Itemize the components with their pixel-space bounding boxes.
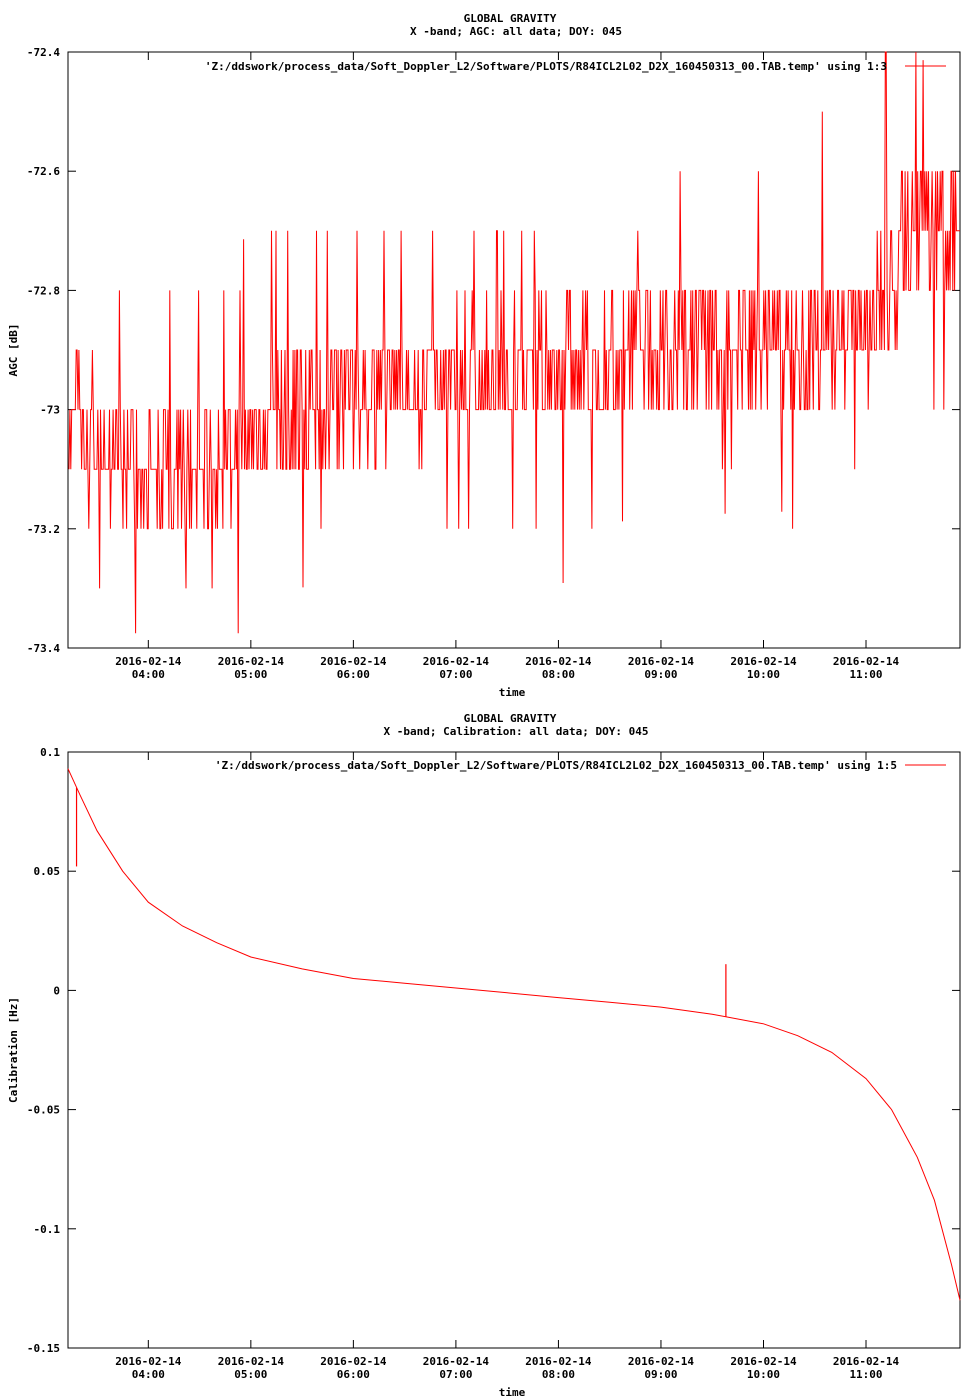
agc-x-tick-time: 09:00 [644, 668, 677, 681]
agc-x-axis-label: time [499, 686, 526, 699]
calibration-x-tick-time: 06:00 [337, 1368, 370, 1381]
calibration-series [67, 768, 961, 1301]
calibration-x-ticks: 2016-02-1404:002016-02-1405:002016-02-14… [115, 752, 900, 1381]
agc-chart-subtitle: X -band; AGC: all data; DOY: 045 [410, 25, 622, 38]
agc-y-tick-label: -72.8 [27, 284, 60, 297]
calibration-y-tick-label: 0.1 [40, 746, 60, 759]
calibration-x-axis-label: time [499, 1386, 526, 1399]
calibration-x-tick-date: 2016-02-14 [115, 1355, 182, 1368]
agc-x-tick-date: 2016-02-14 [525, 655, 592, 668]
agc-chart-title: GLOBAL GRAVITY [464, 12, 557, 25]
agc-x-tick-date: 2016-02-14 [833, 655, 900, 668]
calibration-series-line [67, 768, 961, 1301]
calibration-chart-title: GLOBAL GRAVITY [464, 712, 557, 725]
calibration-x-tick-time: 08:00 [542, 1368, 575, 1381]
agc-y-tick-label: -73 [40, 404, 60, 417]
agc-x-tick-time: 06:00 [337, 668, 370, 681]
calibration-y-tick-label: -0.15 [27, 1342, 60, 1355]
calibration-x-tick-time: 10:00 [747, 1368, 780, 1381]
calibration-y-tick-label: -0.1 [34, 1223, 61, 1236]
agc-y-axis-label: AGC [dB] [7, 324, 20, 377]
agc-chart: GLOBAL GRAVITY X -band; AGC: all data; D… [7, 12, 961, 699]
calibration-y-tick-label: -0.05 [27, 1104, 60, 1117]
calibration-x-tick-date: 2016-02-14 [320, 1355, 387, 1368]
calibration-x-tick-time: 07:00 [439, 1368, 472, 1381]
calibration-x-tick-date: 2016-02-14 [525, 1355, 592, 1368]
agc-x-tick-date: 2016-02-14 [218, 655, 285, 668]
calibration-x-tick-date: 2016-02-14 [628, 1355, 695, 1368]
agc-x-tick-time: 07:00 [439, 668, 472, 681]
agc-x-tick-time: 10:00 [747, 668, 780, 681]
calibration-y-tick-label: 0 [53, 984, 60, 997]
calibration-y-tick-label: 0.05 [34, 865, 61, 878]
calibration-plot-frame [67, 751, 961, 1349]
agc-x-tick-date: 2016-02-14 [423, 655, 490, 668]
agc-y-tick-label: -72.6 [27, 165, 60, 178]
calibration-legend-text: 'Z:/ddswork/process_data/Soft_Doppler_L2… [215, 759, 897, 772]
agc-legend-text: 'Z:/ddswork/process_data/Soft_Doppler_L2… [205, 60, 887, 73]
agc-x-tick-date: 2016-02-14 [115, 655, 182, 668]
agc-y-tick-label: -73.2 [27, 523, 60, 536]
agc-series-line [68, 51, 960, 634]
calibration-x-tick-date: 2016-02-14 [218, 1355, 285, 1368]
calibration-x-tick-time: 11:00 [849, 1368, 882, 1381]
calibration-y-ticks: 0.1 0.05 0 -0.05 -0.1 -0.15 [27, 746, 960, 1355]
agc-y-ticks: -72.4 -72.6 -72.8 -73 -73.2 -73.4 [27, 46, 960, 655]
calibration-x-tick-time: 04:00 [132, 1368, 165, 1381]
agc-plot-frame [67, 51, 961, 649]
agc-y-tick-label: -73.4 [27, 642, 60, 655]
calibration-y-axis-label: Calibration [Hz] [7, 997, 20, 1103]
agc-x-tick-date: 2016-02-14 [320, 655, 387, 668]
calibration-chart-subtitle: X -band; Calibration: all data; DOY: 045 [384, 725, 649, 738]
agc-x-tick-time: 05:00 [234, 668, 267, 681]
agc-x-tick-date: 2016-02-14 [628, 655, 695, 668]
agc-y-tick-label: -72.4 [27, 46, 60, 59]
calibration-x-tick-time: 09:00 [644, 1368, 677, 1381]
agc-x-tick-time: 04:00 [132, 668, 165, 681]
calibration-x-tick-date: 2016-02-14 [833, 1355, 900, 1368]
calibration-x-tick-time: 05:00 [234, 1368, 267, 1381]
agc-x-tick-date: 2016-02-14 [730, 655, 797, 668]
agc-series [68, 51, 960, 634]
agc-x-tick-time: 11:00 [849, 668, 882, 681]
agc-x-tick-time: 08:00 [542, 668, 575, 681]
calibration-x-tick-date: 2016-02-14 [423, 1355, 490, 1368]
calibration-chart: GLOBAL GRAVITY X -band; Calibration: all… [7, 712, 961, 1399]
calibration-x-tick-date: 2016-02-14 [730, 1355, 797, 1368]
agc-x-ticks: 2016-02-1404:002016-02-1405:002016-02-14… [115, 52, 900, 681]
